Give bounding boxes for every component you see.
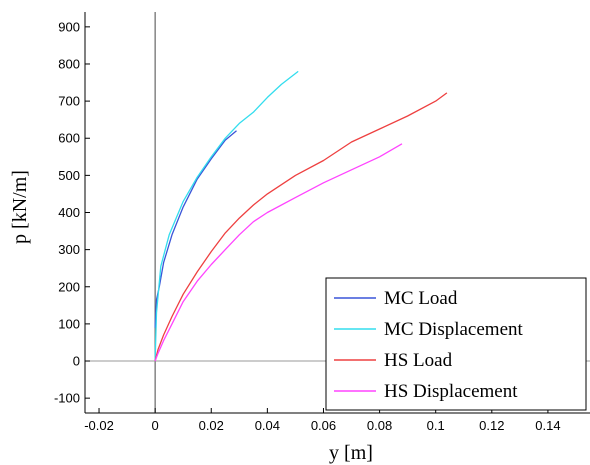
x-tick-label: 0.1 <box>427 418 445 433</box>
legend-box <box>325 277 587 411</box>
y-tick-label: 900 <box>58 19 80 34</box>
legend: MC Load MC Displacement HS Load HS Displace… <box>325 277 587 411</box>
y-tick-label: 300 <box>58 242 80 257</box>
y-tick-label: 200 <box>58 279 80 294</box>
series-line-hs-displacement <box>154 143 403 362</box>
x-tick-label: 0.02 <box>199 418 224 433</box>
y-tick-label: 800 <box>58 56 80 71</box>
x-tick-label: 0.04 <box>255 418 280 433</box>
y-tick-label: 600 <box>58 131 80 146</box>
legend-label-hs-load: HS Load <box>384 350 453 371</box>
legend-label-mc-displacement: MC Displacement <box>384 319 524 340</box>
y-tick-label: -100 <box>54 391 80 406</box>
x-tick-label: 0 <box>152 418 159 433</box>
series-line-hs-load <box>154 92 448 362</box>
x-tick-label: 0.14 <box>535 418 560 433</box>
series-line-mc-load <box>154 130 237 328</box>
y-tick-label: 500 <box>58 168 80 183</box>
series-group <box>154 70 448 362</box>
y-tick-label: 100 <box>58 316 80 331</box>
y-tick-label: 400 <box>58 205 80 220</box>
x-tick-label: 0.06 <box>311 418 336 433</box>
x-tick-label: 0.08 <box>367 418 392 433</box>
y-axis-label: p [kN/m] <box>9 170 31 244</box>
legend-label-mc-load: MC Load <box>384 288 458 309</box>
y-tick-label: 700 <box>58 94 80 109</box>
y-tick-label: 0 <box>73 354 80 369</box>
x-axis-label: y [m] <box>329 442 373 464</box>
x-tick-label: 0.12 <box>479 418 504 433</box>
x-axis: -0.02 0 0.02 0.04 0.06 0.08 0.1 0.12 0.14 <box>84 408 561 433</box>
y-axis: -100 0 100 200 300 400 500 600 700 800 900 <box>54 19 90 406</box>
legend-label-hs-displacement: HS Displacement <box>384 381 518 402</box>
series-line-mc-displacement <box>154 70 299 362</box>
x-tick-label: -0.02 <box>84 418 114 433</box>
